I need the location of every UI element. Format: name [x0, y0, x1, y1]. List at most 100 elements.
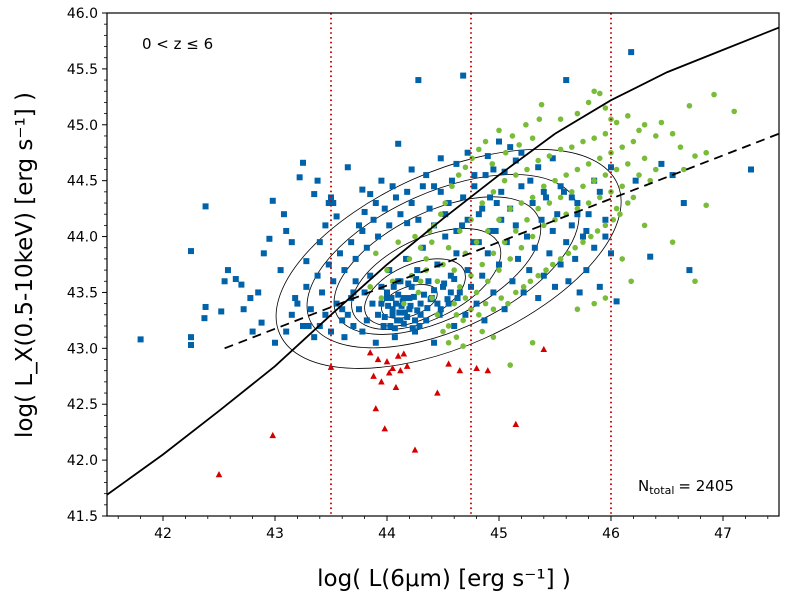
blue-square-point — [496, 261, 502, 268]
blue-square-point — [509, 278, 516, 285]
blue-square-point — [460, 72, 467, 79]
green-circle-point — [384, 267, 390, 273]
blue-square-point — [249, 328, 256, 335]
green-circle-point — [647, 177, 653, 184]
green-circle-point — [395, 239, 402, 245]
red-triangle-point — [473, 364, 480, 372]
red-triangle-point — [383, 358, 391, 365]
blue-square-point — [574, 211, 581, 218]
blue-square-point — [471, 183, 478, 190]
blue-square-point — [515, 255, 522, 262]
blue-square-point — [431, 183, 438, 190]
blue-square-point — [409, 325, 416, 332]
blue-square-point — [269, 197, 276, 204]
blue-square-point — [543, 194, 550, 201]
green-circle-point — [538, 101, 545, 108]
blue-square-point — [420, 291, 427, 298]
blue-square-point — [311, 191, 318, 198]
green-circle-point — [602, 172, 609, 178]
green-circle-point — [449, 183, 455, 190]
blue-square-point — [423, 317, 430, 324]
green-circle-point — [451, 267, 458, 273]
green-circle-point — [677, 144, 684, 150]
blue-square-point — [490, 289, 497, 296]
blue-square-point — [471, 172, 478, 179]
green-circle-point — [541, 183, 547, 190]
blue-square-point — [336, 250, 343, 257]
green-circle-point — [610, 216, 617, 223]
green-circle-point — [434, 312, 441, 318]
blue-square-point — [369, 300, 376, 307]
green-circle-point — [442, 200, 449, 206]
blue-square-point — [396, 309, 403, 316]
blue-square-point — [300, 322, 306, 329]
blue-square-point — [410, 293, 417, 300]
blue-square-point — [389, 183, 396, 190]
blue-square-point — [188, 248, 194, 255]
blue-square-point — [462, 311, 469, 318]
green-circle-point — [498, 295, 505, 301]
blue-square-point — [412, 328, 418, 335]
blue-square-point — [387, 322, 394, 329]
blue-square-point — [311, 334, 318, 341]
blue-square-point — [224, 267, 231, 274]
green-circle-point — [476, 312, 482, 318]
green-circle-point — [549, 261, 556, 268]
blue-square-point — [316, 239, 323, 246]
blue-square-point — [464, 267, 471, 274]
green-circle-point — [513, 289, 519, 296]
blue-square-point — [563, 239, 570, 246]
blue-square-point — [531, 244, 538, 251]
blue-square-point — [501, 306, 508, 313]
green-circle-point — [588, 233, 594, 240]
blue-square-point — [240, 306, 247, 313]
blue-square-point — [647, 253, 654, 260]
blue-square-point — [437, 306, 444, 313]
blue-square-point — [538, 216, 545, 223]
density-contour — [351, 228, 502, 331]
red-triangle-point — [385, 369, 393, 376]
blue-square-point — [527, 177, 534, 184]
green-circle-point — [535, 205, 541, 212]
blue-square-point — [484, 153, 491, 160]
blue-square-point — [546, 250, 553, 257]
blue-square-point — [408, 283, 415, 290]
blue-square-point — [591, 244, 598, 251]
green-circle-point — [457, 228, 463, 234]
green-circle-point — [602, 130, 609, 137]
green-circle-point — [496, 216, 502, 223]
green-circle-point — [518, 200, 525, 206]
blue-square-point — [492, 227, 499, 234]
blue-square-point — [344, 164, 351, 171]
blue-square-point — [464, 216, 471, 223]
red-triangle-point — [403, 362, 411, 369]
green-circle-point — [479, 328, 486, 335]
red-triangle-point — [215, 471, 223, 478]
blue-square-point — [400, 295, 407, 302]
blue-square-point — [585, 211, 592, 218]
y-tick-label: 43.5 — [67, 285, 98, 301]
blue-square-point — [392, 300, 399, 307]
green-circle-point — [490, 306, 497, 313]
blue-square-point — [482, 172, 489, 179]
blue-square-point — [359, 227, 366, 234]
blue-square-point — [524, 233, 530, 240]
blue-square-point — [296, 174, 303, 181]
blue-square-point — [395, 140, 402, 147]
blue-square-point — [407, 302, 414, 309]
blue-square-point — [540, 272, 547, 279]
green-circle-point — [585, 200, 592, 206]
green-circle-point — [529, 135, 536, 141]
blue-square-point — [202, 203, 209, 210]
blue-square-point — [460, 194, 467, 201]
green-circle-point — [440, 328, 446, 335]
blue-square-point — [238, 281, 245, 288]
red-triangle-point — [400, 350, 408, 357]
green-circle-point — [476, 146, 482, 153]
green-circle-point — [507, 205, 513, 212]
green-circle-point — [653, 133, 659, 139]
blue-square-point — [557, 183, 564, 190]
blue-square-point — [431, 287, 438, 294]
green-circle-point — [711, 91, 717, 98]
green-circle-point — [469, 155, 475, 162]
